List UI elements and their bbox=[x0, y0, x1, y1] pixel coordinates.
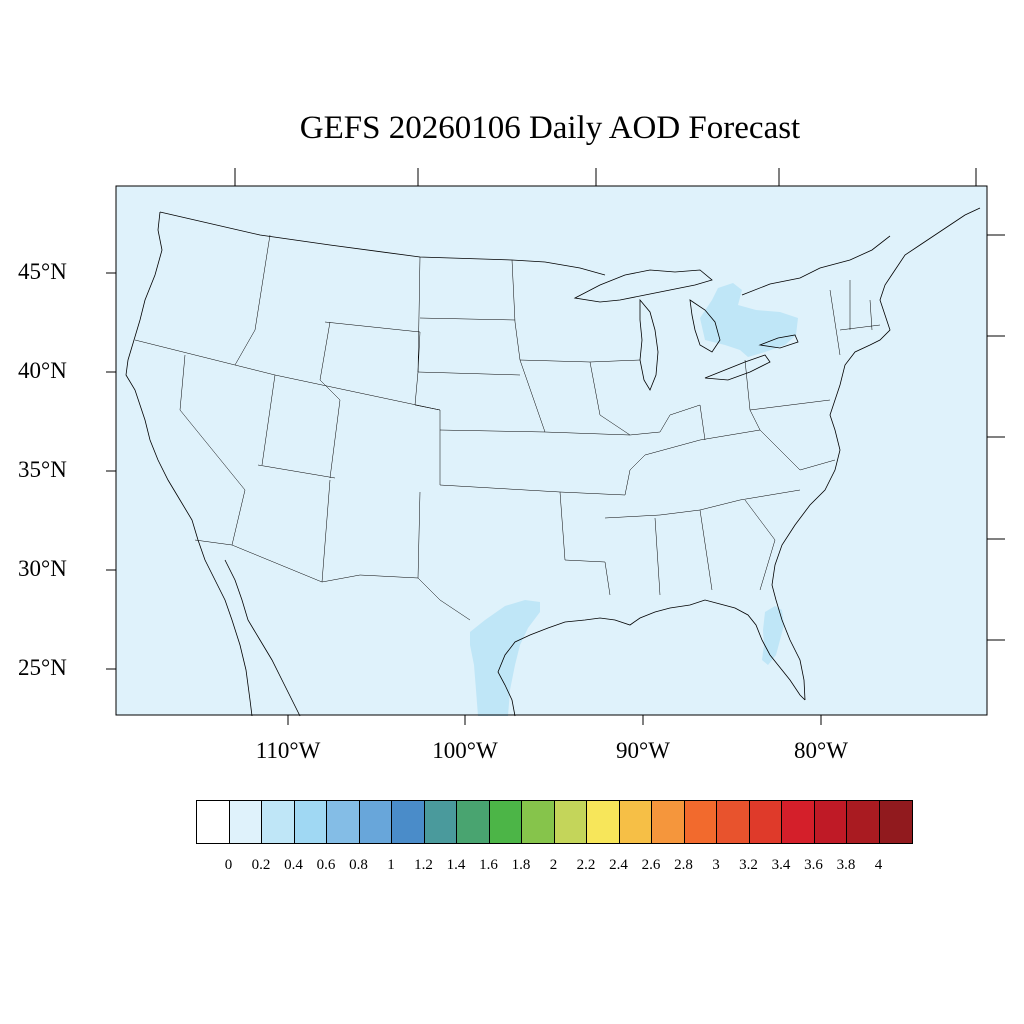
colorbar-tick-label: 0.2 bbox=[251, 857, 271, 873]
colorbar-tick-label: 1 bbox=[387, 857, 395, 873]
colorbar-swatch bbox=[814, 801, 847, 843]
map-ticks bbox=[106, 168, 1005, 725]
state-borders bbox=[134, 234, 881, 621]
pacific-coastline bbox=[125, 211, 253, 717]
colorbar-tick-label: 0.6 bbox=[316, 857, 336, 873]
atlantic-coastline bbox=[771, 207, 981, 701]
colorbar-swatch bbox=[684, 801, 717, 843]
colorbar-swatch bbox=[457, 801, 490, 843]
colorbar-tick-label: 2.6 bbox=[641, 857, 661, 873]
lat-label-40: 40°N bbox=[18, 358, 67, 383]
colorbar-tick-label: 1.8 bbox=[511, 857, 531, 873]
colorbar bbox=[196, 800, 913, 844]
colorbar-tick-label: 1.4 bbox=[446, 857, 466, 873]
colorbar-swatch bbox=[229, 801, 262, 843]
colorbar-tick-label: 0.4 bbox=[284, 857, 303, 873]
colorbar-tick-label: 0 bbox=[224, 857, 233, 873]
lat-label-30: 30°N bbox=[18, 556, 67, 581]
colorbar-swatch bbox=[424, 801, 457, 843]
lon-label-90: 90°W bbox=[616, 738, 670, 763]
lake-ontario bbox=[758, 334, 799, 349]
colorbar-swatch bbox=[294, 801, 327, 843]
colorbar-tick-label: 0.8 bbox=[349, 857, 368, 873]
colorbar-tick-label: 2.4 bbox=[609, 857, 628, 873]
colorbar-swatch bbox=[359, 801, 392, 843]
colorbar-tick-label: 4 bbox=[874, 857, 883, 873]
lat-label-45: 45°N bbox=[18, 259, 67, 284]
lake-erie bbox=[704, 354, 771, 381]
lake-michigan bbox=[639, 298, 659, 391]
canada-us-border bbox=[159, 211, 891, 296]
lat-label-35: 35°N bbox=[18, 457, 67, 482]
colorbar-swatch bbox=[554, 801, 587, 843]
colorbar-swatch bbox=[879, 801, 912, 843]
colorbar-tick-label: 3.8 bbox=[836, 857, 856, 873]
colorbar-tick-label: 3.4 bbox=[771, 857, 791, 873]
colorbar-swatch bbox=[392, 801, 425, 843]
colorbar-swatch bbox=[782, 801, 815, 843]
colorbar-swatch bbox=[262, 801, 295, 843]
lon-label-80: 80°W bbox=[794, 738, 848, 763]
colorbar-tick-label: 1.6 bbox=[479, 857, 498, 873]
colorbar-swatch bbox=[717, 801, 750, 843]
lon-label-110: 110°W bbox=[255, 738, 321, 763]
colorbar-tick-label: 1.2 bbox=[414, 857, 433, 873]
colorbar-tick-label: 2 bbox=[549, 857, 558, 873]
colorbar-tick-label: 3.2 bbox=[739, 857, 758, 873]
colorbar-tick-label: 3 bbox=[712, 857, 720, 873]
colorbar-swatch bbox=[197, 801, 230, 843]
colorbar-swatch bbox=[522, 801, 555, 843]
lake-superior bbox=[573, 269, 713, 303]
colorbar-tick-label: 2.8 bbox=[674, 857, 693, 873]
colorbar-swatch bbox=[587, 801, 620, 843]
lat-label-25: 25°N bbox=[18, 655, 67, 680]
colorbar-swatch bbox=[327, 801, 360, 843]
map-frame bbox=[115, 185, 988, 716]
map-lines bbox=[125, 207, 981, 717]
colorbar-swatch bbox=[847, 801, 880, 843]
colorbar-swatch bbox=[652, 801, 685, 843]
colorbar-tick-label: 3.6 bbox=[804, 857, 823, 873]
map-title: GEFS 20260106 Daily AOD Forecast bbox=[299, 110, 801, 146]
aod-region-great-lakes bbox=[700, 283, 798, 357]
aod-region-texas bbox=[470, 600, 540, 716]
lon-label-100: 100°W bbox=[432, 738, 498, 763]
colorbar-swatch bbox=[749, 801, 782, 843]
map-background bbox=[116, 186, 987, 715]
colorbar-swatch bbox=[619, 801, 652, 843]
colorbar-tick-label: 2.2 bbox=[576, 857, 596, 873]
baja-coast bbox=[224, 559, 301, 717]
gulf-coastline bbox=[497, 599, 806, 717]
lake-huron bbox=[689, 299, 721, 353]
colorbar-swatch bbox=[489, 801, 522, 843]
